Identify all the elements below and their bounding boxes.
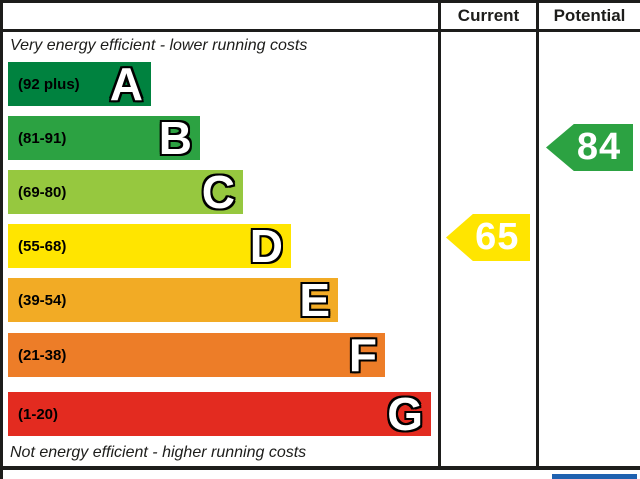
band-row-c: (69-80) C (8, 166, 243, 218)
bottom-caption: Not energy efficient - higher running co… (10, 444, 307, 461)
band-row-b: (81-91) B (8, 112, 200, 164)
band-letter: E (298, 274, 332, 326)
band-letter: F (347, 329, 378, 381)
band-row-g: (1-20) G (8, 388, 431, 440)
band-range-label: (69-80) (18, 183, 67, 201)
table-left-border (0, 0, 3, 479)
potential-column-left-border (536, 0, 539, 469)
band-range-label: (81-91) (18, 129, 67, 147)
band-row-e: (39-54) E (8, 274, 338, 326)
table-top-border (0, 0, 640, 3)
potential-rating-arrow: 84 (546, 124, 633, 171)
current-column-left-border (438, 0, 441, 469)
band-range-label: (92 plus) (18, 75, 80, 93)
top-caption: Very energy efficient - lower running co… (10, 37, 308, 54)
band-row-a: (92 plus) A (8, 58, 151, 110)
band-row-f: (21-38) F (8, 329, 385, 381)
band-row-d: (55-68) D (8, 220, 291, 272)
band-letter: B (157, 112, 193, 164)
table-bottom-border (0, 466, 640, 470)
potential-column-header: Potential (553, 6, 626, 25)
current-rating-value: 65 (475, 216, 520, 258)
band-range-label: (1-20) (18, 405, 59, 423)
band-letter: G (386, 388, 425, 440)
current-rating-arrow: 65 (446, 214, 530, 261)
footer-blue-box-top-edge (552, 474, 637, 479)
band-letter: D (248, 220, 284, 272)
band-letter: C (200, 166, 236, 218)
current-column-header: Current (457, 6, 520, 25)
potential-rating-value: 84 (576, 126, 622, 168)
band-range-label: (55-68) (18, 237, 67, 255)
header-divider-border (0, 29, 640, 32)
band-letter: A (108, 58, 144, 110)
band-range-label: (39-54) (18, 291, 67, 309)
band-range-label: (21-38) (18, 346, 67, 364)
